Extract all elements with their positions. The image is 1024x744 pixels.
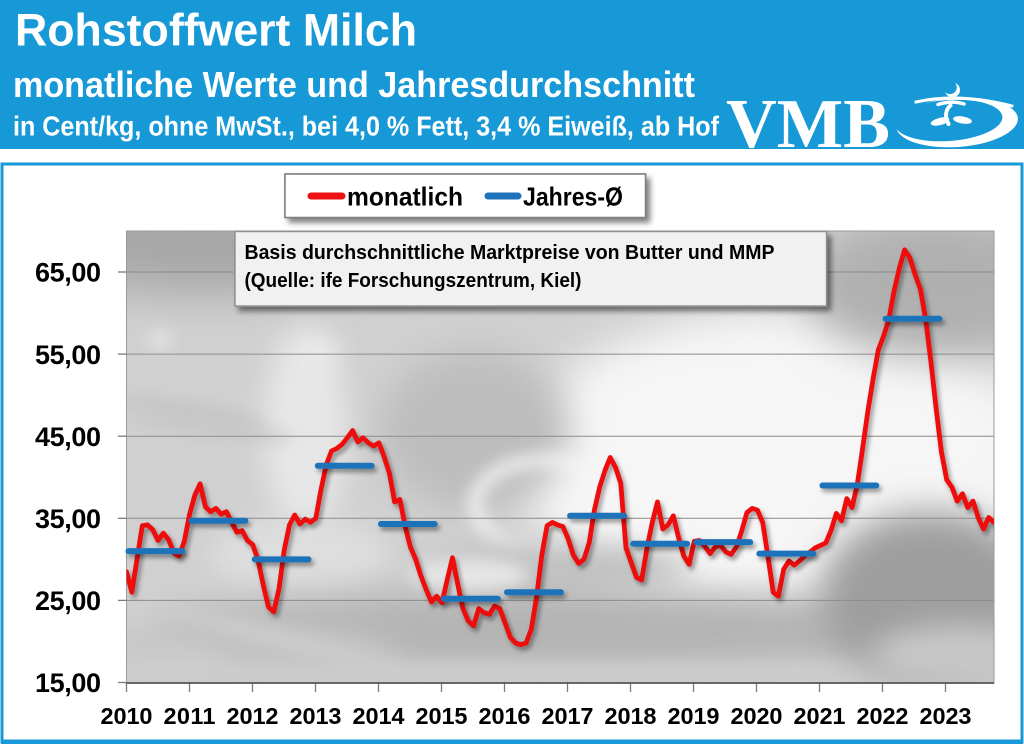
svg-text:2019: 2019 [668,703,720,729]
svg-text:65,00: 65,00 [35,258,101,288]
svg-text:15,00: 15,00 [35,668,101,698]
svg-text:2011: 2011 [164,703,216,729]
svg-text:Rohstoffwert Milch: Rohstoffwert Milch [15,5,417,56]
svg-text:2010: 2010 [101,703,153,729]
svg-text:2023: 2023 [920,703,972,729]
svg-text:2012: 2012 [227,703,279,729]
svg-text:45,00: 45,00 [35,422,101,452]
svg-text:2022: 2022 [857,703,909,729]
svg-text:(Quelle: ife Forschungszentrum: (Quelle: ife Forschungszentrum, Kiel) [245,269,582,292]
svg-text:2018: 2018 [605,703,657,729]
svg-text:Basis durchschnittliche Marktp: Basis durchschnittliche Marktpreise von … [245,241,775,264]
svg-text:in Cent/kg, ohne MwSt., bei 4,: in Cent/kg, ohne MwSt., bei 4,0 % Fett, … [13,111,720,142]
svg-text:25,00: 25,00 [35,586,101,616]
svg-text:35,00: 35,00 [35,504,101,534]
svg-text:2016: 2016 [479,703,531,729]
svg-text:monatliche Werte und Jahresdur: monatliche Werte und Jahresdurchschnitt [13,64,695,105]
svg-text:2017: 2017 [542,703,594,729]
svg-text:2015: 2015 [416,703,468,729]
svg-text:2013: 2013 [290,703,342,729]
svg-text:2014: 2014 [353,703,405,729]
svg-text:Jahres-Ø: Jahres-Ø [523,182,623,212]
svg-text:2021: 2021 [794,703,846,729]
svg-text:55,00: 55,00 [35,340,101,370]
svg-text:monatlich: monatlich [347,182,463,212]
svg-text:2020: 2020 [731,703,783,729]
svg-text:VMB: VMB [726,86,890,163]
